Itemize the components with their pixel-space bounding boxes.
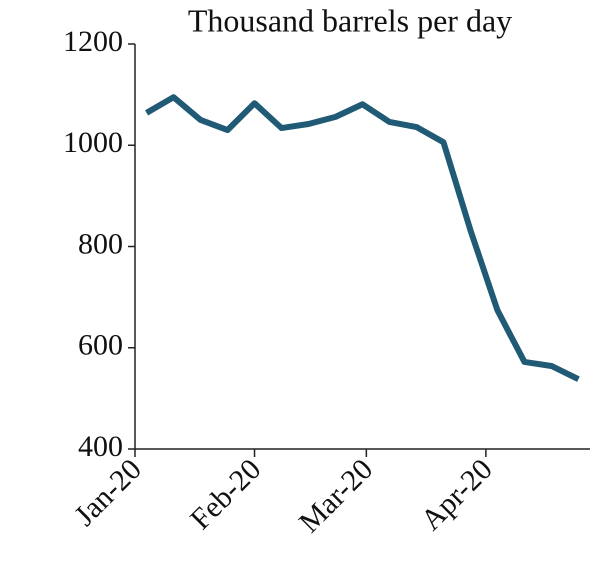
x-tick-label: Apr-20	[415, 453, 499, 537]
chart-title: Thousand barrels per day	[188, 2, 512, 38]
x-tick-label: Jan-20	[68, 453, 148, 533]
x-tick-label: Mar-20	[293, 453, 380, 540]
y-tick-label: 800	[78, 227, 123, 260]
y-tick-label: 400	[78, 430, 123, 463]
x-tick-label: Feb-20	[184, 453, 267, 536]
y-tick-label: 1200	[63, 25, 123, 58]
data-line	[147, 97, 579, 379]
y-tick-label: 1000	[63, 126, 123, 159]
y-tick-label: 600	[78, 329, 123, 362]
chart: Thousand barrels per day 400 600 800 1000 12…	[0, 0, 594, 586]
